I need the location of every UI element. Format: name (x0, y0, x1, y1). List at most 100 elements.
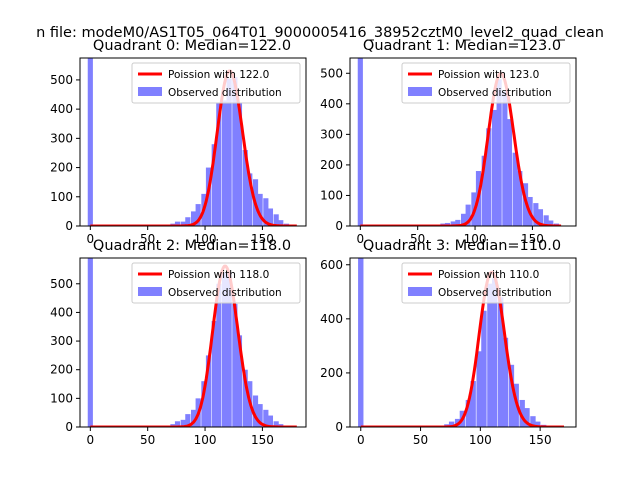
y-tick-label-5: 500 (320, 66, 343, 80)
histogram-bar-17 (252, 395, 259, 427)
y-tick-label-4: 400 (320, 97, 343, 111)
x-tick-label-1: 50 (410, 232, 425, 246)
histogram-bar-13 (232, 303, 238, 427)
histogram-bar-17 (524, 408, 530, 427)
histogram-bar-10 (487, 283, 493, 427)
histogram-bar-19 (257, 193, 263, 226)
histogram-bar-21 (273, 421, 279, 427)
y-tick-label-0: 0 (335, 219, 343, 233)
plot-area (358, 258, 565, 427)
histogram-bar-13 (496, 79, 502, 226)
axes-frame (79, 257, 307, 428)
legend-label-poisson: Poission with 118.0 (168, 269, 269, 281)
y-tick-label-2: 200 (50, 363, 73, 377)
histogram-bar-12 (221, 100, 228, 226)
x-tick-label-0: 0 (87, 433, 95, 447)
x-tick-label-3: 150 (251, 232, 274, 246)
histogram-bar-12 (226, 272, 232, 427)
legend-box (131, 262, 301, 304)
histogram-bar-6 (190, 211, 197, 226)
legend-bar-swatch (138, 87, 162, 96)
x-tick-label-1: 50 (140, 232, 155, 246)
histogram-bar-5 (455, 219, 461, 226)
poisson-curve (90, 264, 298, 427)
histogram-bar-11 (486, 128, 492, 226)
histogram-bar-18 (530, 416, 536, 427)
x-tick-label-2: 100 (469, 433, 492, 447)
histogram-bar-16 (242, 150, 248, 226)
histogram-bar-15 (506, 119, 513, 226)
legend-label-observed: Observed distribution (168, 87, 282, 99)
y-tick-label-1: 100 (320, 188, 343, 202)
legend-bar-swatch (408, 87, 432, 96)
x-tick-label-0: 0 (357, 433, 365, 447)
histogram-bar-15 (242, 369, 248, 427)
x-tick-label-1: 50 (140, 433, 155, 447)
y-tick-label-0: 0 (65, 420, 73, 434)
histogram-bar-3 (180, 419, 186, 427)
histogram-bar-7 (470, 381, 476, 427)
histogram-bar-12 (491, 109, 498, 226)
x-tick-label-2: 100 (194, 232, 217, 246)
histogram-bar-3 (174, 221, 181, 226)
x-tick-label-3: 150 (521, 232, 544, 246)
x-tick-label-2: 100 (194, 433, 217, 447)
y-tick-label-1: 200 (320, 366, 343, 380)
x-tick-label-0: 0 (357, 232, 365, 246)
legend-label-observed: Observed distribution (168, 287, 282, 299)
histogram-bar-3 (448, 421, 455, 427)
histogram-bar-14 (232, 76, 238, 226)
histogram-bar-17 (247, 173, 253, 226)
legend-label-poisson: Poission with 122.0 (168, 69, 269, 81)
histogram-bar-20 (267, 415, 274, 427)
histogram-bar-7 (465, 204, 471, 226)
y-tick-label-4: 400 (50, 102, 73, 116)
legend-label-observed: Observed distribution (438, 87, 552, 99)
histogram-bar-21 (267, 208, 274, 226)
legend-bar-swatch (138, 287, 162, 296)
histogram-bar-19 (263, 409, 269, 427)
y-tick-label-3: 600 (320, 258, 343, 272)
histogram-bar-14 (508, 364, 515, 427)
histogram-bar-17 (517, 171, 523, 226)
y-tick-label-0: 0 (65, 219, 73, 233)
y-tick-label-2: 200 (320, 158, 343, 172)
histogram-bar-6 (460, 213, 467, 226)
histogram-bar-11 (216, 103, 222, 226)
x-tick-label-2: 100 (464, 232, 487, 246)
poisson-curve (90, 69, 298, 226)
histogram-bar-18 (257, 404, 263, 427)
axes-frame (349, 257, 577, 428)
histogram-bar-13 (502, 337, 509, 427)
histogram-bar-9 (481, 310, 487, 427)
histogram-bar-0 (358, 258, 364, 427)
quadrant-3-panel: 0 50 100 150 0 200 400 600 Poission with 110.0 Ob… (320, 238, 577, 447)
legend-box (131, 62, 301, 104)
plot-area (357, 58, 562, 226)
histogram-bar-16 (519, 399, 525, 427)
y-tick-label-2: 200 (50, 161, 73, 175)
histogram-bar-14 (502, 91, 508, 226)
legend-box (401, 262, 571, 304)
histogram-bar-7 (195, 204, 201, 226)
histogram-bar-8 (205, 355, 212, 427)
histogram-bar-7 (201, 381, 207, 427)
histogram-bar-2 (174, 421, 181, 427)
histogram-bar-16 (512, 152, 518, 226)
histogram-bar-10 (211, 144, 217, 226)
quadrant-0-title: Quadrant 0: Median=122.0 (93, 38, 291, 54)
histogram-bar-13 (226, 78, 232, 226)
y-tick-label-4: 400 (50, 305, 73, 319)
histogram-bar-11 (491, 278, 498, 427)
plot-area (87, 258, 298, 427)
histogram-bar-21 (537, 209, 544, 226)
legend-label-poisson: Poission with 123.0 (438, 69, 539, 81)
x-tick-label-0: 0 (87, 232, 95, 246)
y-tick-label-2: 400 (320, 312, 343, 326)
quadrant-2-title: Quadrant 2: Median=118.0 (93, 238, 291, 254)
histogram-bar-4 (450, 221, 456, 226)
histogram-bar-0 (87, 58, 93, 226)
legend-label-observed: Observed distribution (438, 287, 552, 299)
histogram-bar-8 (476, 351, 482, 427)
